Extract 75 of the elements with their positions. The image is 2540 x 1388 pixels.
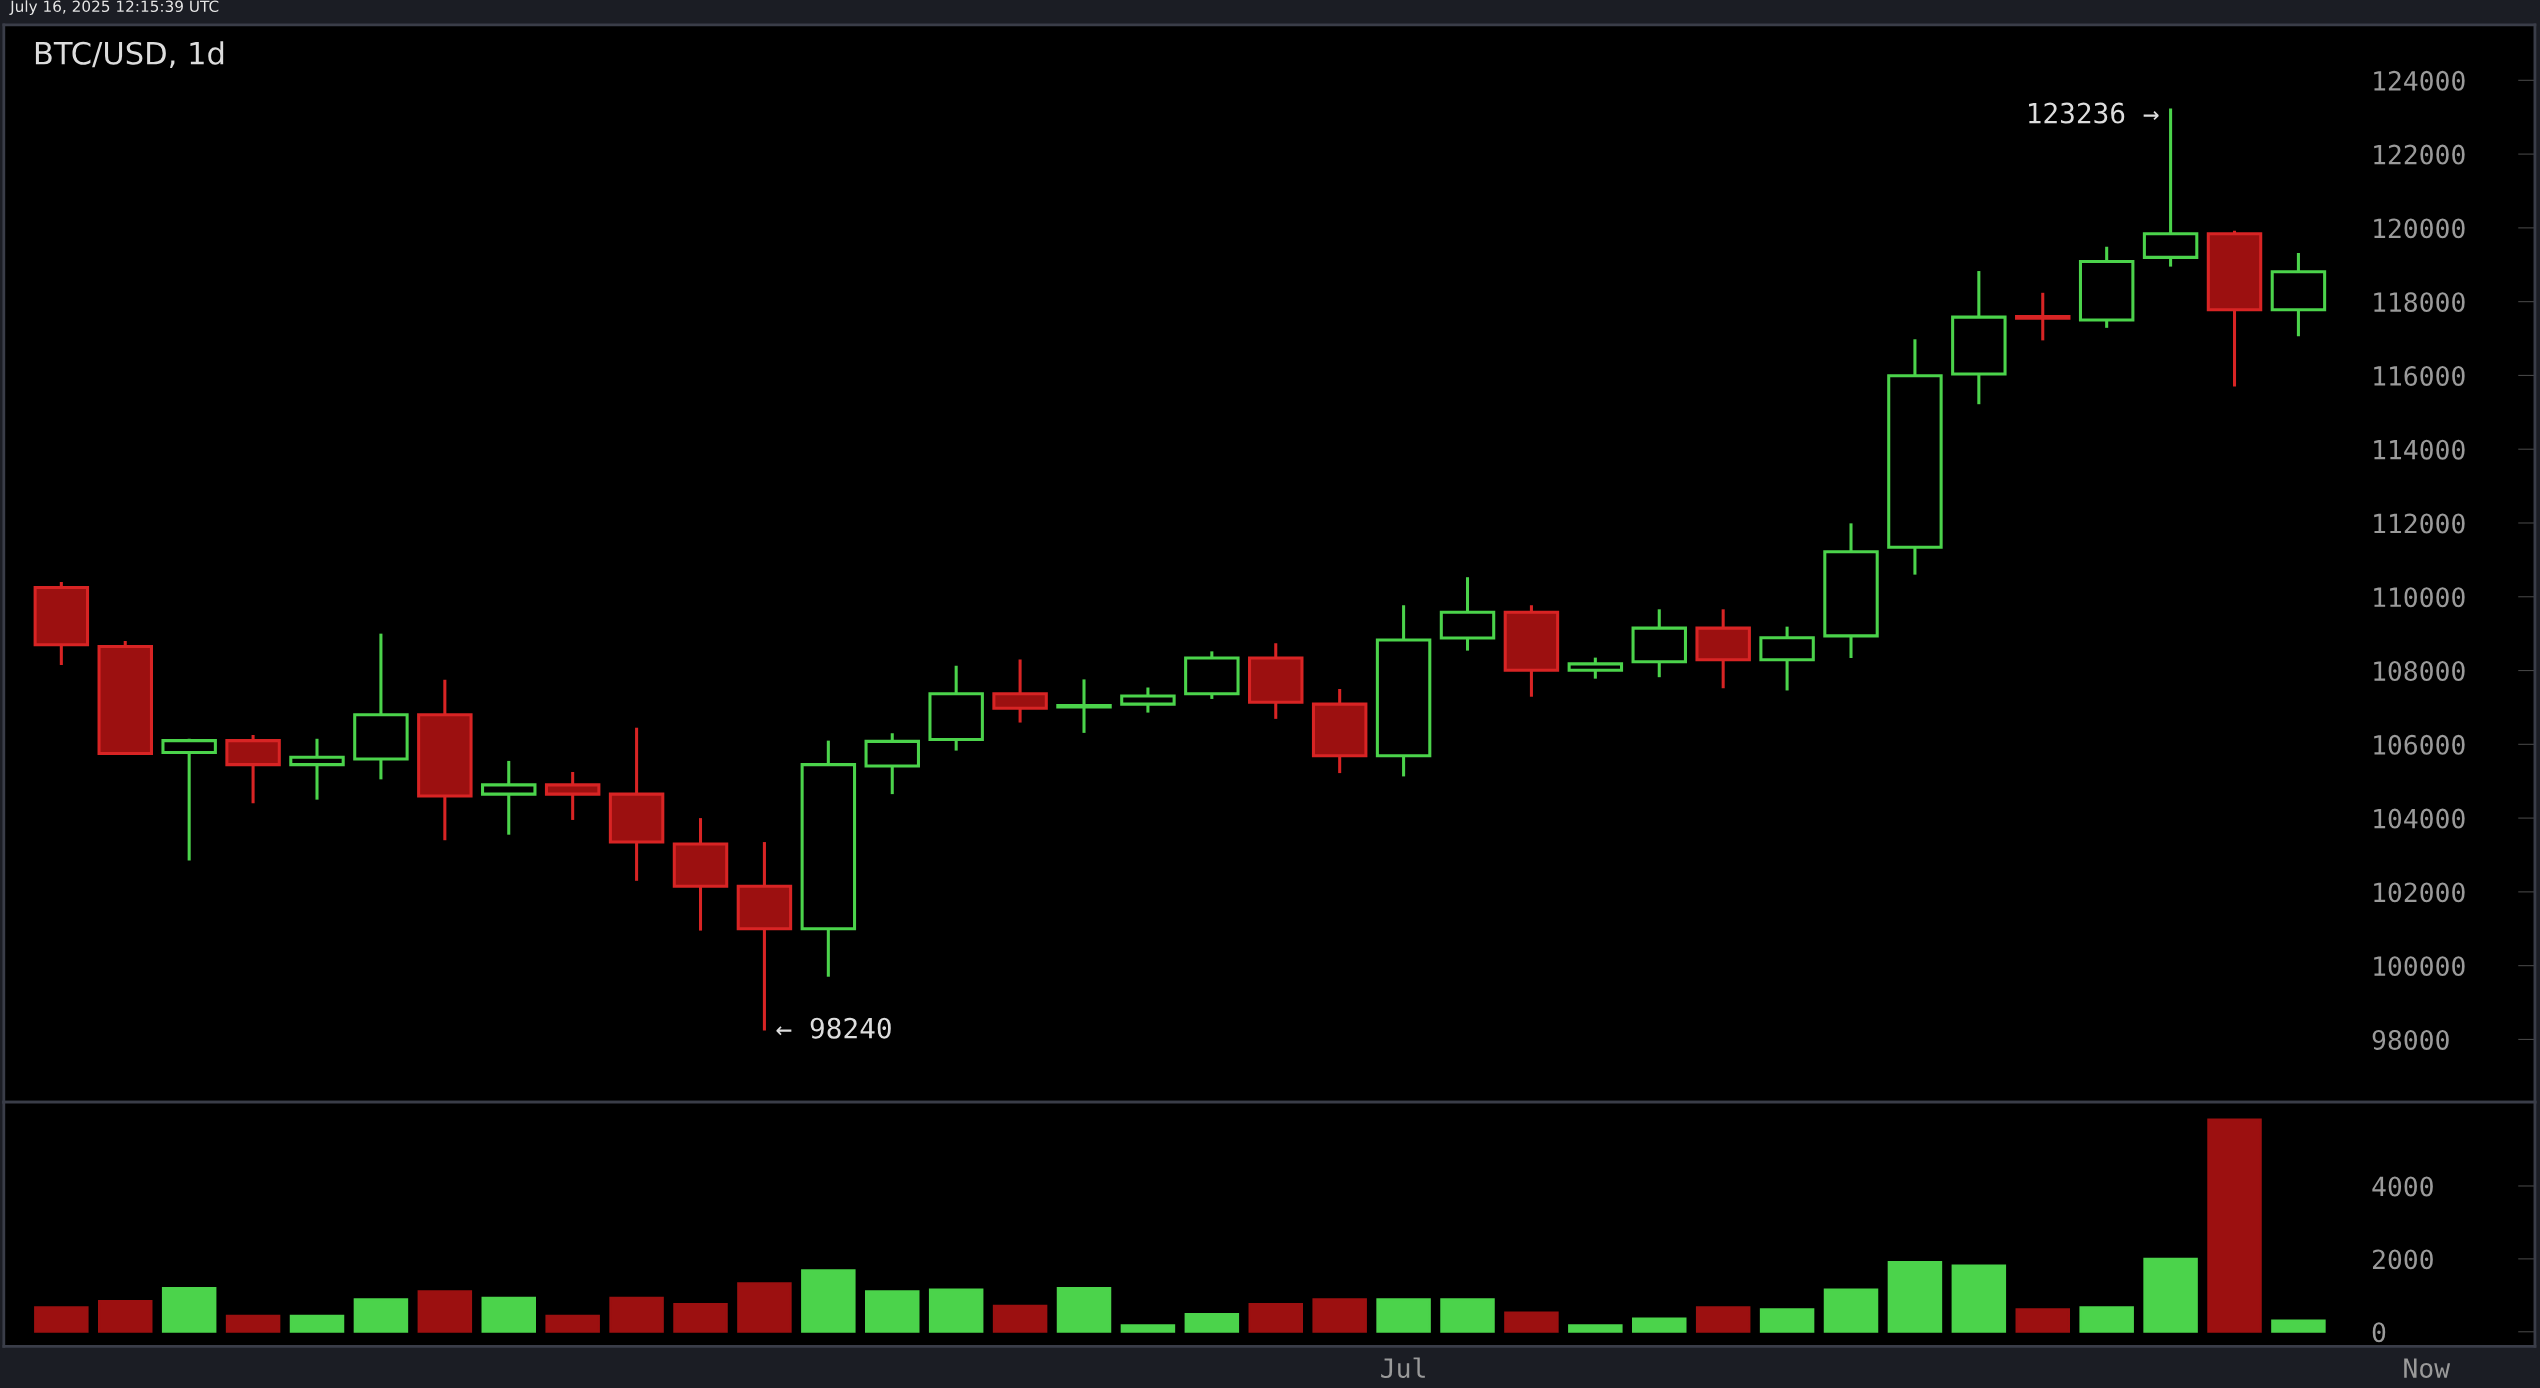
y-tick-label: 102000 [2374,882,2465,903]
y-tick-label: 122000 [2374,144,2465,165]
bar [417,1290,473,1333]
bar [609,1296,664,1333]
x-tick-label: Now [2404,1358,2451,1379]
y-tick-label: 98000 [2372,1029,2449,1050]
bar [225,1314,281,1333]
bar [1887,1261,1943,1333]
annotation: ← 98240 [776,1017,891,1039]
x-tick-label: Jul [1381,1357,1425,1379]
bar [992,1304,1048,1333]
bar [1376,1298,1431,1333]
y-tick-label: 4000 [2372,1176,2433,1197]
bar [801,1269,856,1333]
bar [98,1300,153,1333]
bar [1632,1317,1687,1333]
bar [1759,1308,1815,1333]
candlestick [800,740,857,977]
candlestick [1375,605,1432,777]
bar [2271,1319,2326,1333]
candlestick [1951,271,2007,406]
candlestick [1695,609,1751,689]
bar [1440,1298,1495,1333]
candlestick [417,679,473,842]
bar [1695,1306,1751,1333]
bar [1056,1287,1112,1333]
bar [737,1282,792,1333]
bar [481,1296,536,1333]
candlestick [1887,339,1943,575]
candlestick [2015,291,2071,341]
bar [34,1306,89,1333]
y-tick-label: 0 [2372,1322,2386,1343]
annotation: 123236 → [2029,102,2159,124]
candlestick [1311,688,1368,775]
bar [1823,1288,1879,1333]
y-tick-label: 108000 [2374,661,2465,682]
y-tick-label: 104000 [2374,808,2465,829]
y-tick-label: 106000 [2374,734,2465,755]
y-tick-label: 2000 [2372,1249,2433,1270]
bar [289,1314,345,1333]
candlestick [2270,252,2327,337]
bar [928,1288,984,1333]
bar [673,1303,728,1333]
bar [2143,1257,2198,1333]
y-tick-label: 118000 [2374,292,2465,313]
y-tick-label: 116000 [2374,365,2465,386]
bar [161,1287,217,1333]
bar [2079,1306,2134,1333]
y-tick-label: 114000 [2374,439,2465,460]
y-tick-label: 112000 [2374,513,2465,534]
candlestick [672,818,729,931]
candlestick [481,759,537,835]
y-tick-label: 120000 [2374,218,2465,239]
bar [865,1290,920,1333]
bar [2015,1308,2071,1333]
bar [1504,1311,1559,1333]
bar [1568,1324,1623,1333]
candlestick [289,737,345,800]
bar [1312,1298,1367,1333]
y-tick-label: 110000 [2374,587,2465,608]
text: July 16, 2025 12:15:39 UTC [9,0,219,16]
candlestick [1823,523,1879,658]
candlestick [608,727,665,881]
bar [1184,1312,1240,1333]
bar [1951,1264,2007,1333]
candlestick [1056,679,1112,733]
bar [2207,1118,2262,1333]
candlestick [353,633,409,780]
chart-title: BTC/USD, 1d [35,41,224,68]
bar [545,1314,600,1333]
bar [353,1298,409,1333]
y-tick-label: 124000 [2374,70,2465,91]
bar [1248,1303,1303,1333]
y-tick-label: 100000 [2374,956,2465,977]
bar [1120,1324,1176,1333]
